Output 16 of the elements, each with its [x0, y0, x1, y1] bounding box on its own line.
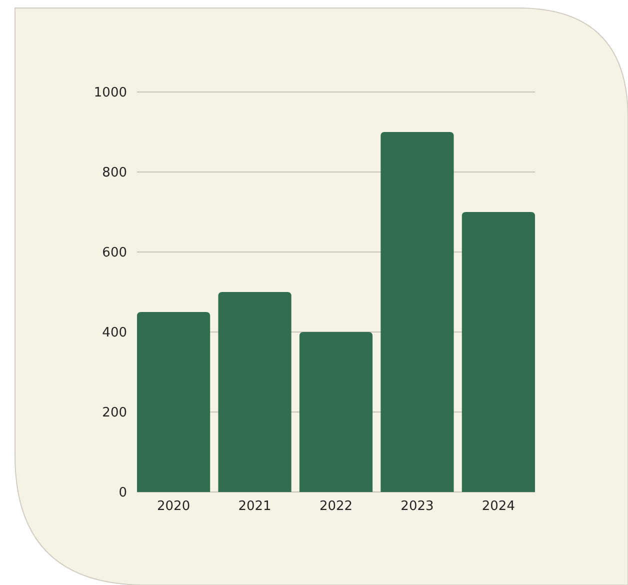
x-tick-label: 2022 [319, 499, 353, 514]
y-tick-label: 400 [102, 326, 127, 341]
y-tick-label: 600 [102, 246, 127, 261]
bar [380, 132, 454, 492]
y-tick-label: 1000 [94, 86, 127, 101]
x-tick-label: 2020 [157, 499, 190, 514]
x-tick-label: 2024 [482, 499, 515, 514]
bar [218, 292, 292, 492]
bar [462, 212, 535, 492]
y-tick-label: 200 [102, 406, 127, 421]
x-tick-label: 2021 [238, 499, 272, 514]
bar [299, 332, 373, 492]
y-tick-label: 800 [102, 166, 127, 181]
y-tick-label: 0 [118, 486, 127, 501]
x-tick-label: 2023 [400, 499, 434, 514]
bar [137, 312, 210, 492]
